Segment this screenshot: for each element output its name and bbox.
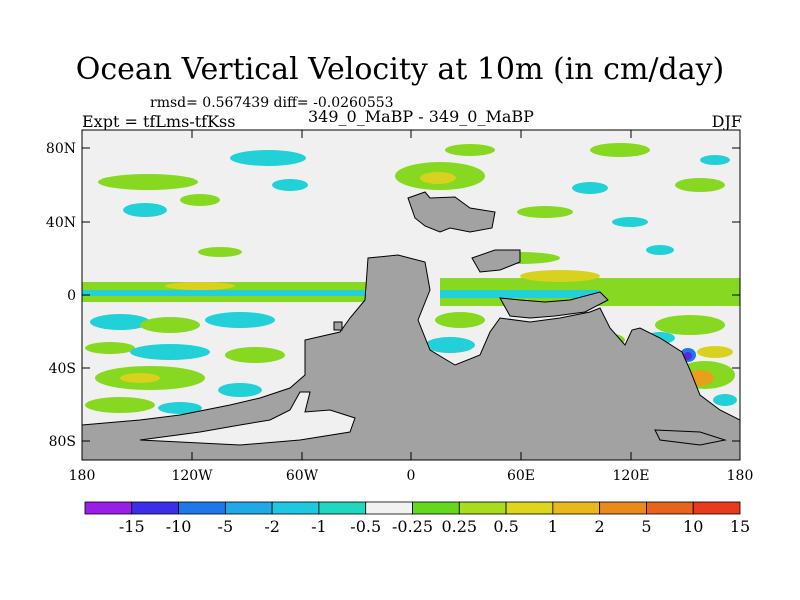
patch-green bbox=[198, 247, 242, 257]
colorbar-swatch bbox=[646, 501, 694, 515]
patch-green bbox=[590, 143, 650, 157]
land-small-island bbox=[333, 321, 343, 331]
colorbar-label: 2 bbox=[595, 517, 605, 536]
patch-green bbox=[85, 397, 155, 413]
lat-tick-label: 80N bbox=[46, 141, 76, 157]
patch-green bbox=[85, 342, 135, 354]
colorbar-label: -0.25 bbox=[392, 517, 433, 536]
land-masses bbox=[81, 191, 741, 461]
colorbar-label: -2 bbox=[264, 517, 280, 536]
colorbar: -15 -10 -5 -2 -1 -0.5 -0.25 0.25 0.5 1 2 5 10 15 bbox=[84, 501, 750, 536]
rmsd-diff-stats: rmsd= 0.567439 diff= -0.0260553 bbox=[150, 95, 394, 111]
experiment-label: Expt = tfLms-tfKss bbox=[82, 112, 236, 131]
patch-green bbox=[225, 347, 285, 363]
colorbar-swatch bbox=[552, 501, 601, 515]
colorbar-label: 1 bbox=[548, 517, 558, 536]
patch-cyan bbox=[130, 344, 210, 360]
lon-tick-label: 60E bbox=[507, 468, 535, 484]
patch-green bbox=[675, 178, 725, 192]
colorbar-label: -10 bbox=[166, 517, 192, 536]
patch-cyan bbox=[700, 155, 730, 165]
colorbar-label: -5 bbox=[218, 517, 234, 536]
patch-cyan bbox=[123, 203, 167, 217]
colorbar-label: -1 bbox=[311, 517, 327, 536]
lon-tick-label: 180 bbox=[69, 468, 96, 484]
patch-green bbox=[655, 315, 725, 335]
latitude-axis: 80N 40N 0 40S 80S bbox=[46, 141, 740, 450]
patch-cyan bbox=[612, 217, 648, 227]
colorbar-label: 0.5 bbox=[493, 517, 518, 536]
patch-cyan bbox=[425, 337, 475, 353]
patch-cyan bbox=[440, 290, 600, 298]
colorbar-swatch bbox=[84, 501, 133, 515]
land-south-belt bbox=[81, 254, 741, 461]
patch-green bbox=[517, 206, 573, 218]
colorbar-swatch bbox=[412, 501, 460, 515]
case-label: 349_0_MaBP - 349_0_MaBP bbox=[308, 107, 534, 126]
chart-title: Ocean Vertical Velocity at 10m (in cm/da… bbox=[75, 52, 725, 87]
patch-green bbox=[140, 317, 200, 333]
colorbar-swatch bbox=[131, 501, 179, 515]
lon-tick-label: 180 bbox=[727, 468, 754, 484]
patch-cyan bbox=[218, 383, 262, 397]
patch-yellow bbox=[520, 270, 600, 282]
lon-tick-label: 120E bbox=[613, 468, 650, 484]
patch-purple bbox=[684, 352, 692, 360]
colorbar-swatch bbox=[224, 501, 273, 515]
colorbar-label: 5 bbox=[641, 517, 651, 536]
patch-cyan bbox=[272, 179, 308, 191]
colorbar-swatch bbox=[692, 501, 741, 515]
season-label: DJF bbox=[711, 112, 742, 131]
lat-tick-label: 40N bbox=[46, 215, 76, 231]
patch-cyan bbox=[713, 394, 737, 406]
patch-green bbox=[98, 174, 198, 190]
land-africa-east bbox=[499, 291, 609, 319]
patch-cyan bbox=[572, 182, 608, 194]
patch-cyan bbox=[90, 314, 150, 330]
patch-yellow bbox=[165, 282, 235, 290]
patch-cyan bbox=[158, 402, 202, 414]
lon-tick-label: 120W bbox=[171, 468, 213, 484]
colorbar-swatch bbox=[599, 501, 647, 515]
colorbar-label: 10 bbox=[683, 517, 703, 536]
colorbar-label: -15 bbox=[119, 517, 145, 536]
longitude-axis: 180 120W 60W 0 60E 120E 180 bbox=[69, 130, 754, 484]
colorbar-swatch bbox=[365, 501, 413, 515]
colorbar-label: 15 bbox=[730, 517, 750, 536]
patch-yellow bbox=[120, 373, 160, 383]
patch-cyan bbox=[646, 245, 674, 255]
colorbar-swatch bbox=[458, 501, 507, 515]
patch-green bbox=[435, 312, 485, 328]
colorbar-swatch bbox=[271, 501, 320, 515]
lon-tick-label: 0 bbox=[407, 468, 416, 484]
patch-green bbox=[180, 194, 220, 206]
patch-cyan bbox=[230, 150, 306, 166]
lat-tick-label: 40S bbox=[49, 361, 76, 377]
patch-green bbox=[445, 144, 495, 156]
colorbar-swatch bbox=[318, 501, 367, 515]
patch-yellow bbox=[697, 346, 733, 358]
land-north-small bbox=[471, 249, 521, 273]
colorbar-swatch bbox=[505, 501, 554, 515]
patch-cyan bbox=[205, 312, 275, 328]
patch-yellow bbox=[420, 172, 456, 184]
lat-tick-label: 80S bbox=[49, 434, 76, 450]
colorbar-swatch bbox=[178, 501, 226, 515]
lon-tick-label: 60W bbox=[286, 468, 319, 484]
lat-tick-label: 0 bbox=[67, 288, 76, 304]
land-north-mass bbox=[407, 191, 496, 233]
colorbar-label: -0.5 bbox=[350, 517, 381, 536]
land-east-bit bbox=[654, 429, 727, 446]
colorbar-label: 0.25 bbox=[441, 517, 477, 536]
land-inlet bbox=[139, 391, 356, 446]
patch-cyan bbox=[82, 290, 367, 296]
